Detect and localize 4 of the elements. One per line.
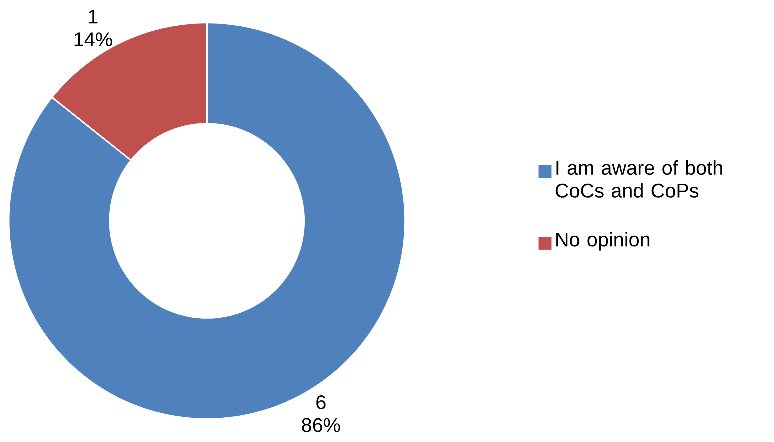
legend-label: I am aware of both CoCs and CoPs	[556, 160, 722, 198]
data-label: 1 14%	[74, 10, 112, 46]
legend-label: No opinion	[556, 232, 650, 251]
data-label: 6 86%	[302, 395, 340, 432]
